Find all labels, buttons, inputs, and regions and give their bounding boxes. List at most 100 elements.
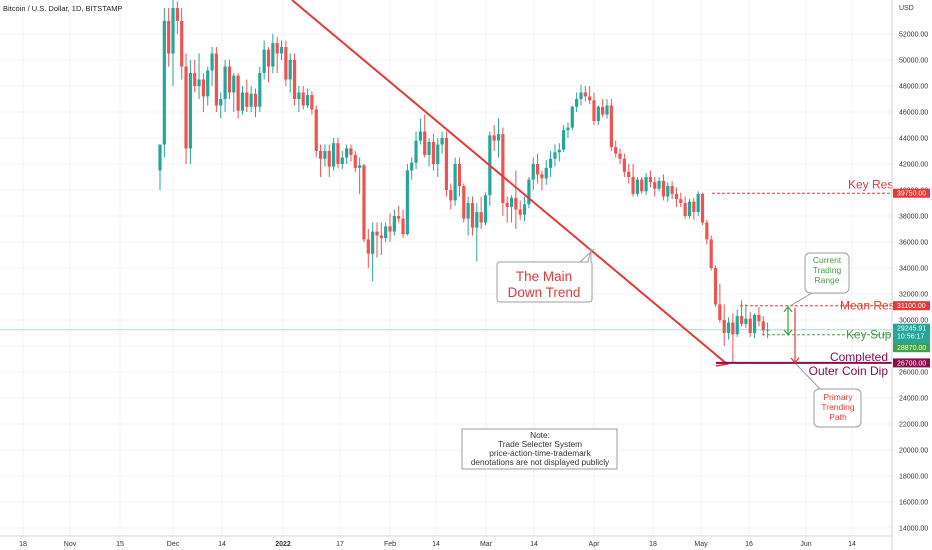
candle-body[interactable] xyxy=(314,109,318,151)
candle-body[interactable] xyxy=(292,60,297,99)
candle-body[interactable] xyxy=(223,66,227,100)
candle-body[interactable] xyxy=(535,164,540,175)
candle-body[interactable] xyxy=(622,158,626,172)
candle-body[interactable] xyxy=(219,99,223,106)
candle-body[interactable] xyxy=(696,193,700,213)
candle-body[interactable] xyxy=(327,151,331,167)
candle-body[interactable] xyxy=(366,239,370,254)
candle-body[interactable] xyxy=(761,321,765,331)
candle-body[interactable] xyxy=(175,8,179,21)
candle-body[interactable] xyxy=(644,177,648,192)
candle-body[interactable] xyxy=(735,316,739,335)
candle-body[interactable] xyxy=(483,195,488,223)
candle-body[interactable] xyxy=(583,92,587,97)
candle-body[interactable] xyxy=(457,164,462,187)
candle-body[interactable] xyxy=(666,186,670,197)
candle-body[interactable] xyxy=(288,60,292,80)
candle-body[interactable] xyxy=(210,53,214,71)
candle-body[interactable] xyxy=(509,197,514,207)
candle-body[interactable] xyxy=(436,144,440,165)
candle-body[interactable] xyxy=(358,165,362,168)
candle-body[interactable] xyxy=(397,216,401,219)
candle-body[interactable] xyxy=(379,235,383,239)
time-axis[interactable]: 18 Nov 15 Dec 14 2022 17 Feb 14 Mar 14 Apr 18 May 16 Ju… xyxy=(19,541,856,548)
candle-body[interactable] xyxy=(544,167,548,179)
candle-body[interactable] xyxy=(392,216,396,232)
candle-body[interactable] xyxy=(418,131,422,141)
candle-body[interactable] xyxy=(475,212,479,228)
candle-body[interactable] xyxy=(371,231,375,254)
candle-body[interactable] xyxy=(410,162,414,171)
candle-body[interactable] xyxy=(201,79,205,97)
candle-body[interactable] xyxy=(648,177,653,183)
candle-body[interactable] xyxy=(375,231,379,236)
candle-body[interactable] xyxy=(739,316,744,324)
candle-body[interactable] xyxy=(245,92,249,107)
candle-body[interactable] xyxy=(713,268,718,305)
candle-body[interactable] xyxy=(258,73,262,107)
candle-body[interactable] xyxy=(492,135,496,141)
candle-body[interactable] xyxy=(193,73,197,86)
candle-body[interactable] xyxy=(705,222,709,240)
candle-body[interactable] xyxy=(588,96,592,101)
candle-body[interactable] xyxy=(462,186,466,219)
candle-body[interactable] xyxy=(670,186,674,194)
candle-body[interactable] xyxy=(757,314,761,322)
candle-body[interactable] xyxy=(444,138,449,190)
candle-body[interactable] xyxy=(501,134,505,203)
candle-body[interactable] xyxy=(653,182,657,189)
price-axis[interactable]: 52000.00 50000.00 48000.00 46000.00 44000.00… xyxy=(899,32,928,533)
candle-body[interactable] xyxy=(401,218,405,235)
candle-body[interactable] xyxy=(614,147,618,154)
candle-body[interactable] xyxy=(748,318,752,333)
candle-body[interactable] xyxy=(271,43,275,67)
candle-body[interactable] xyxy=(470,203,475,228)
candle-body[interactable] xyxy=(323,151,327,159)
candle-body[interactable] xyxy=(431,141,436,164)
candle-body[interactable] xyxy=(579,92,583,100)
candle-body[interactable] xyxy=(227,66,232,93)
candle-body[interactable] xyxy=(627,171,631,177)
candle-body[interactable] xyxy=(496,134,501,141)
candle-body[interactable] xyxy=(405,170,409,235)
candle-body[interactable] xyxy=(305,95,310,106)
candle-body[interactable] xyxy=(522,204,527,215)
candle-body[interactable] xyxy=(232,75,236,93)
candle-body[interactable] xyxy=(345,148,349,158)
candle-body[interactable] xyxy=(449,190,453,201)
candle-body[interactable] xyxy=(214,53,219,106)
candle-body[interactable] xyxy=(731,322,735,335)
candle-body[interactable] xyxy=(206,70,210,97)
candle-body[interactable] xyxy=(249,93,253,107)
candle-body[interactable] xyxy=(562,130,566,150)
candle-body[interactable] xyxy=(514,197,518,210)
candle-body[interactable] xyxy=(722,320,726,333)
candle-body[interactable] xyxy=(518,209,522,215)
candle-body[interactable] xyxy=(353,154,357,168)
candle-body[interactable] xyxy=(171,8,175,54)
candle-body[interactable] xyxy=(505,203,509,207)
candle-body[interactable] xyxy=(336,143,340,164)
candle-body[interactable] xyxy=(188,73,192,149)
candle-body[interactable] xyxy=(332,143,336,167)
candle-body[interactable] xyxy=(631,177,635,194)
main-downtrend-line[interactable] xyxy=(291,0,728,365)
candle-body[interactable] xyxy=(640,179,644,192)
candle-body[interactable] xyxy=(549,158,553,168)
candle-body[interactable] xyxy=(709,239,713,268)
candle-body[interactable] xyxy=(766,329,770,331)
candle-body[interactable] xyxy=(692,201,696,213)
candle-body[interactable] xyxy=(635,179,639,194)
candle-body[interactable] xyxy=(683,203,687,216)
candle-body[interactable] xyxy=(540,174,544,179)
candle-body[interactable] xyxy=(752,314,757,333)
candle-body[interactable] xyxy=(718,304,722,320)
candle-body[interactable] xyxy=(284,47,288,80)
candle-body[interactable] xyxy=(605,105,609,115)
candle-body[interactable] xyxy=(596,106,600,122)
candle-body[interactable] xyxy=(362,165,366,240)
candle-body[interactable] xyxy=(661,180,666,197)
candle-body[interactable] xyxy=(414,140,418,163)
candle-body[interactable] xyxy=(236,75,240,111)
